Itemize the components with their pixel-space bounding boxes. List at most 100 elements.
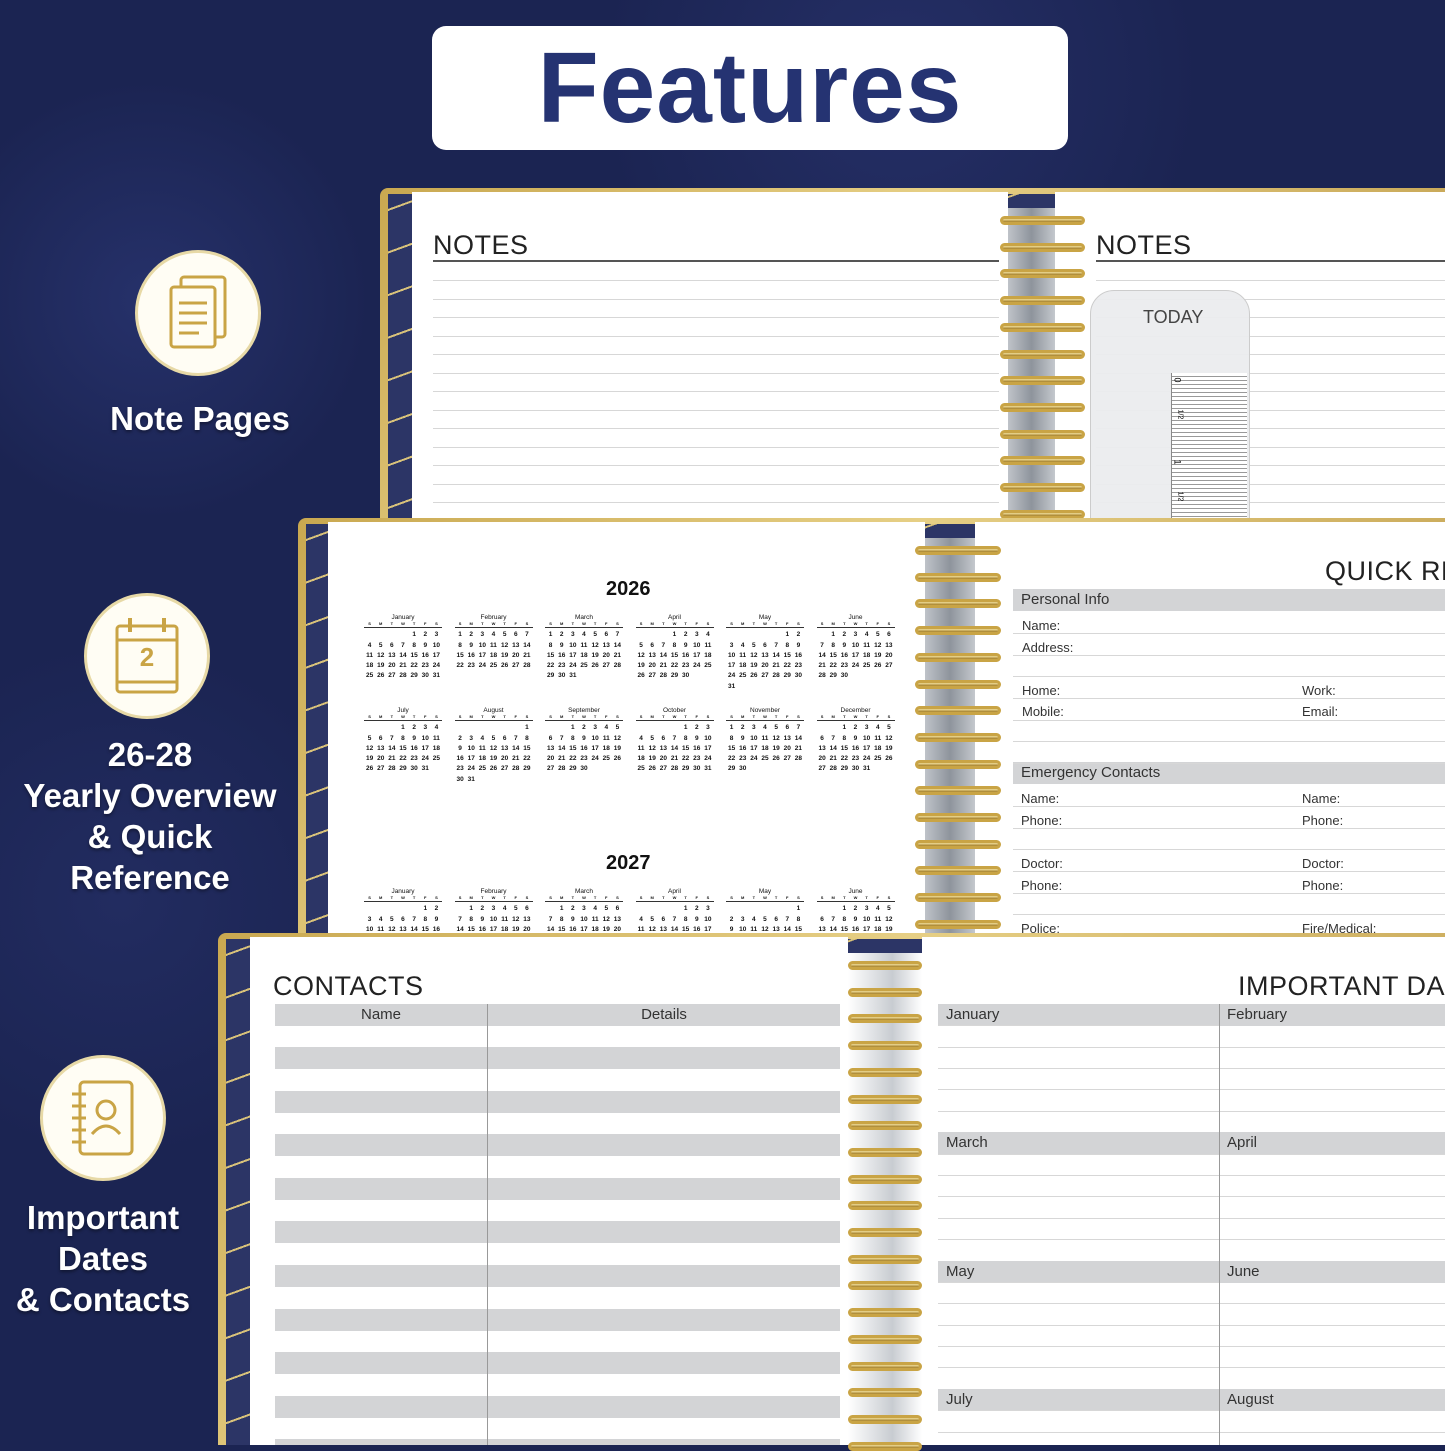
- day: 31: [467, 775, 475, 783]
- date-line: [938, 1025, 1445, 1027]
- day: 9: [458, 744, 462, 752]
- title-rule: [1096, 260, 1445, 262]
- weekday-label: T: [567, 621, 579, 628]
- day: 28: [512, 765, 520, 773]
- day: 5: [650, 734, 655, 742]
- note-line: [1096, 335, 1445, 337]
- day: 8: [571, 734, 575, 742]
- empty-day: [669, 905, 680, 912]
- spiral-ring: [848, 1228, 922, 1237]
- day: 23: [421, 662, 429, 670]
- day: 2: [842, 631, 847, 639]
- spiral-ring: [848, 1388, 922, 1398]
- day: 23: [580, 755, 588, 763]
- weekday-label: M: [737, 621, 749, 628]
- day: 3: [571, 631, 575, 639]
- day: 21: [818, 662, 826, 670]
- title-banner: Features: [432, 26, 1068, 150]
- day: 29: [670, 672, 679, 680]
- address-label: Address:: [1022, 640, 1074, 655]
- weekday-label: W: [759, 895, 771, 902]
- day: 14: [818, 651, 826, 659]
- day: 22: [727, 755, 736, 763]
- day: 21: [772, 662, 780, 670]
- note-line: [1096, 409, 1445, 411]
- weekday-label: M: [375, 621, 387, 628]
- day: 7: [661, 641, 666, 649]
- empty-day: [375, 905, 386, 912]
- day: 7: [796, 724, 801, 732]
- weekday-label: F: [600, 714, 612, 721]
- weekday-label: T: [861, 895, 873, 902]
- weekday-label: F: [510, 714, 522, 721]
- spiral-ring: [848, 1121, 922, 1131]
- day: 7: [820, 641, 824, 649]
- day: 10: [739, 925, 747, 933]
- reference-line: [1013, 806, 1445, 807]
- day: 6: [820, 734, 824, 742]
- weekday-label: T: [567, 895, 579, 902]
- notes-title: NOTES: [433, 230, 529, 260]
- day: 9: [853, 734, 858, 742]
- day: 1: [423, 905, 428, 913]
- day: 15: [523, 744, 531, 752]
- day: 16: [682, 651, 690, 659]
- day: 30: [456, 775, 464, 783]
- weekday-label: T: [657, 714, 669, 721]
- day: 8: [525, 734, 529, 742]
- day: 5: [887, 905, 891, 913]
- doctor-label: Doctor:: [1302, 856, 1344, 871]
- day: 15: [399, 744, 407, 752]
- day: 20: [546, 755, 555, 763]
- day: 21: [388, 755, 396, 763]
- day: 4: [378, 915, 383, 923]
- day: 8: [672, 641, 677, 649]
- day: 22: [569, 755, 577, 763]
- empty-day: [477, 724, 488, 731]
- weekday-label: T: [770, 714, 782, 721]
- date-line: [938, 1089, 1445, 1091]
- day: 14: [512, 744, 520, 752]
- note-line: [433, 335, 999, 337]
- day: 11: [490, 641, 497, 649]
- spiral-ring: [915, 706, 1001, 716]
- empty-day: [759, 905, 770, 912]
- feature-label: & Contacts: [15, 1281, 191, 1318]
- day: 17: [704, 744, 712, 752]
- day: 3: [864, 724, 869, 732]
- empty-day: [647, 905, 658, 912]
- day: 7: [390, 734, 394, 742]
- today-bookmark-ruler[interactable]: TODAY 0 1/2 1 1/2: [1090, 290, 1250, 520]
- weekday-label: W: [487, 621, 500, 628]
- month-name: March: [574, 888, 594, 895]
- spiral-ring: [1000, 402, 1085, 412]
- empty-day: [647, 724, 658, 731]
- empty-day: [748, 631, 759, 638]
- day: 8: [796, 915, 801, 923]
- feature-label: Note Pages: [110, 400, 290, 437]
- month-name: January: [391, 888, 415, 895]
- day: 19: [489, 755, 498, 763]
- empty-day: [737, 631, 748, 638]
- address-book-icon: [40, 1055, 166, 1181]
- day: 22: [546, 662, 555, 670]
- weekday-label: S: [545, 714, 557, 721]
- day: 25: [580, 662, 588, 670]
- day: 18: [874, 744, 882, 752]
- spiral-ring: [915, 893, 1001, 903]
- day: 11: [704, 641, 712, 649]
- day: 2: [480, 905, 485, 913]
- spiral-ring: [915, 626, 1001, 636]
- weekday-label: S: [792, 714, 804, 721]
- quick-reference-page: QUICK RE Personal Info Emergency Contact…: [975, 522, 1445, 935]
- notebook-contacts: CONTACTS Name Details IMPORTANT DA Janua…: [218, 933, 1445, 1451]
- day: 27: [783, 755, 791, 763]
- day: 17: [704, 925, 712, 933]
- day: 4: [639, 915, 643, 923]
- weekday-label: F: [872, 621, 884, 628]
- day: 4: [502, 905, 507, 913]
- day: 24: [421, 755, 429, 763]
- day: 8: [683, 734, 688, 742]
